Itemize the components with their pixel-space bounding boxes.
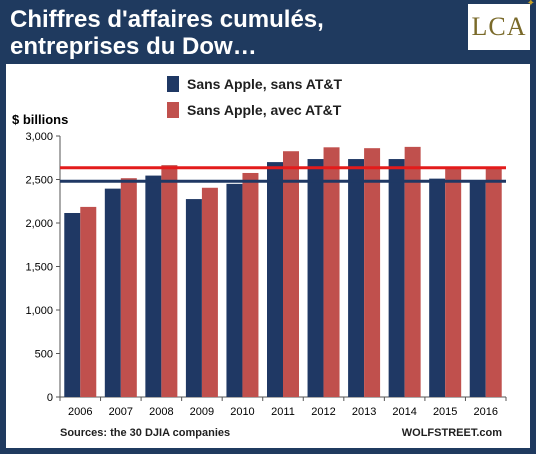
- x-tick-label: 2008: [149, 406, 173, 418]
- bar-sans-att-2016: [469, 180, 486, 397]
- bar-sans-att-2007: [104, 188, 121, 397]
- y-tick-label: 3,000: [25, 131, 53, 143]
- x-tick-label: 2012: [311, 406, 335, 418]
- x-tick-label: 2007: [109, 406, 133, 418]
- bar-sans-att-2006: [64, 212, 81, 397]
- bar-avec-att-2011: [283, 151, 299, 397]
- bar-avec-att-2014: [404, 146, 421, 397]
- y-axis-label: $ billions: [12, 112, 68, 127]
- x-tick-label: 2006: [68, 406, 92, 418]
- legend-label: Sans Apple, sans AT&T: [187, 76, 343, 92]
- bar-sans-att-2015: [429, 178, 446, 397]
- chart-title: Chiffres d'affaires cumulés, entreprises…: [10, 6, 324, 60]
- x-tick-label: 2015: [433, 406, 457, 418]
- bar-sans-att-2012: [307, 159, 324, 397]
- source-note: Sources: the 30 DJIA companies: [60, 427, 230, 439]
- y-tick-label: 2,500: [25, 175, 53, 187]
- x-tick-label: 2014: [392, 406, 416, 418]
- bar-chart: 0 500 1,000 1,500 2,000 2,500 3,000 2006 2007 20…: [12, 76, 507, 439]
- bar-sans-att-2010: [226, 183, 243, 397]
- x-tick-label: 2011: [271, 406, 295, 418]
- x-tick-label: 2009: [190, 406, 214, 418]
- y-tick-label: 1,000: [25, 305, 53, 317]
- bar-avec-att-2013: [364, 148, 381, 397]
- header: Chiffres d'affaires cumulés, entreprises…: [0, 0, 536, 62]
- lca-logo: LCA ✦: [468, 0, 535, 50]
- chart-panel: 0 500 1,000 1,500 2,000 2,500 3,000 2006 2007 20…: [6, 64, 530, 448]
- bar-avec-att-2016: [485, 166, 502, 397]
- x-tick-label: 2013: [352, 406, 376, 418]
- bar-sans-att-2013: [348, 159, 365, 397]
- bar-avec-att-2012: [323, 147, 340, 397]
- y-tick-label: 1,500: [25, 262, 53, 274]
- bar-sans-att-2009: [185, 199, 202, 397]
- bar-avec-att-2006: [80, 206, 97, 397]
- bar-avec-att-2015: [445, 167, 462, 397]
- bar-avec-att-2009: [201, 187, 218, 397]
- x-tick-label: 2016: [473, 406, 497, 418]
- y-tick-label: 500: [35, 349, 53, 361]
- bar-sans-att-2011: [267, 162, 283, 397]
- legend-swatch: [167, 102, 179, 118]
- legend-swatch: [167, 76, 179, 92]
- bar-sans-att-2008: [145, 175, 162, 397]
- star-icon: ✦: [526, 0, 536, 9]
- legend-label: Sans Apple, avec AT&T: [187, 102, 342, 118]
- y-tick-label: 0: [47, 392, 53, 404]
- credit-text: WOLFSTREET.com: [402, 427, 502, 439]
- y-tick-label: 2,000: [25, 218, 53, 230]
- bar-sans-att-2014: [388, 159, 405, 397]
- x-tick-label: 2010: [230, 406, 254, 418]
- bar-avec-att-2008: [161, 165, 178, 397]
- bar-avec-att-2010: [242, 172, 259, 397]
- bar-avec-att-2007: [120, 178, 137, 397]
- logo-text: LCA: [471, 12, 527, 41]
